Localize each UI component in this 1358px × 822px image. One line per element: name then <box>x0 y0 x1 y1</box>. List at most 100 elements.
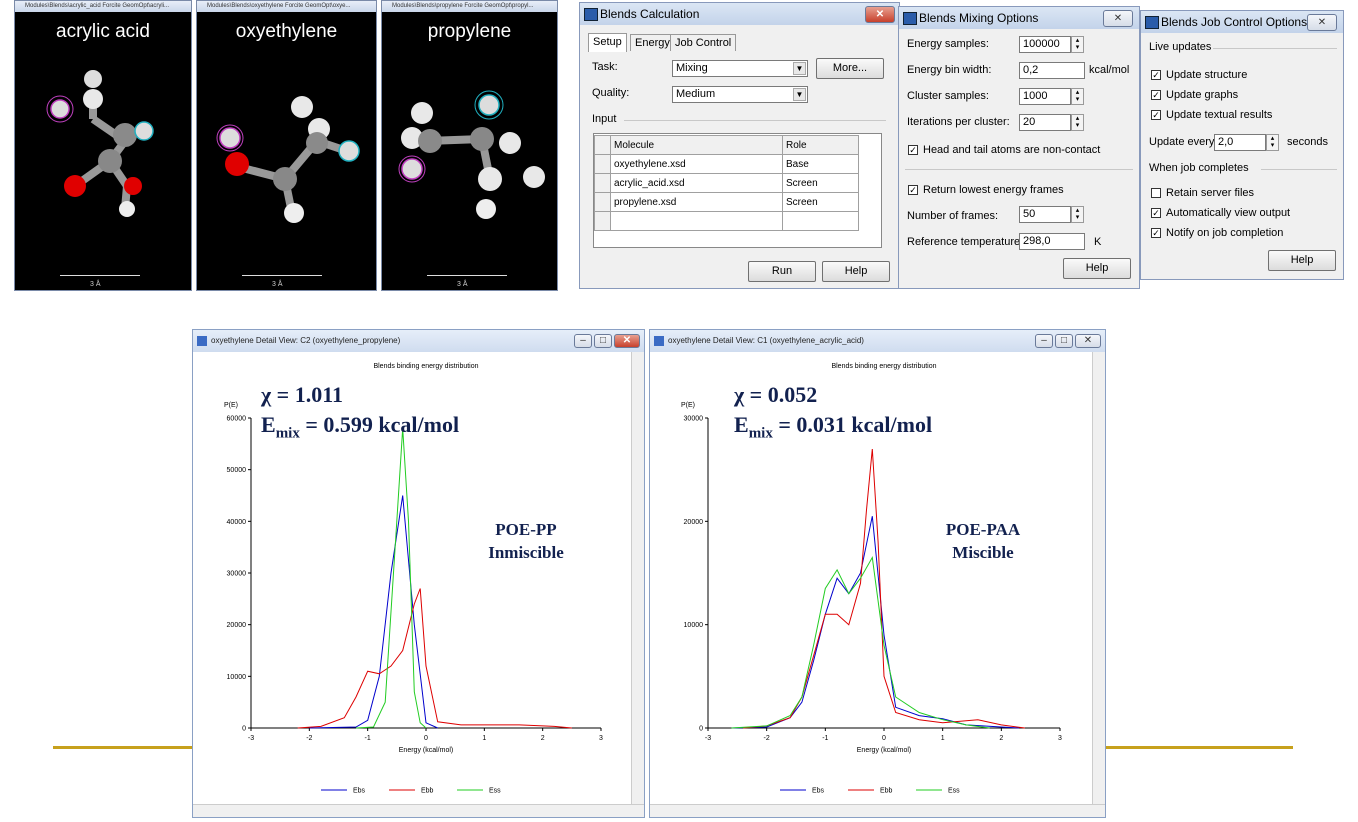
table-row-empty[interactable] <box>594 211 859 231</box>
more-button[interactable]: More... <box>816 58 884 79</box>
energy-distribution-chart[interactable]: Blends binding energy distribution P(E) 0 1… <box>193 352 633 807</box>
scale-bar <box>427 270 507 276</box>
emix-value: Emix = 0.031 kcal/mol <box>734 412 932 442</box>
window-titlebar: oxyethylene Detail View: C2 (oxyethylene… <box>193 330 644 352</box>
run-button[interactable]: Run <box>748 261 816 282</box>
window-title: oxyethylene Detail View: C1 (oxyethylene… <box>668 336 864 345</box>
series-line-ess <box>355 428 427 729</box>
cell-role[interactable]: Screen <box>782 192 859 212</box>
help-button[interactable]: Help <box>1268 250 1336 271</box>
x-tick-label: 3 <box>1058 735 1062 742</box>
viewer-title: Modules\Blends\propylene Forcite GeomOpt… <box>382 1 557 12</box>
y-tick-label: 20000 <box>684 519 704 526</box>
x-tick-label: -2 <box>764 735 770 742</box>
notify-checkbox[interactable]: ✓ <box>1151 228 1161 238</box>
update-structure-checkbox[interactable]: ✓ <box>1151 70 1161 80</box>
molecule-render-oxyethylene <box>216 96 360 223</box>
update-every-spinner[interactable]: ▴ ▾ <box>1266 134 1279 151</box>
minimize-button[interactable]: – <box>1035 334 1053 348</box>
cell-role[interactable]: Screen <box>782 173 859 193</box>
window-titlebar: oxyethylene Detail View: C1 (oxyethylene… <box>650 330 1105 352</box>
auto-view-label: Automatically view output <box>1166 207 1291 219</box>
legend-label-ebs: Ebs <box>812 788 825 795</box>
maximize-button[interactable]: □ <box>1055 334 1073 348</box>
dialog-titlebar: Blends Job Control Options <box>1141 11 1343 33</box>
col-role[interactable]: Role <box>782 135 859 155</box>
help-button[interactable]: Help <box>1063 258 1131 279</box>
y-tick-label: 0 <box>699 726 703 733</box>
x-axis-label: Energy (kcal/mol) <box>399 747 453 754</box>
close-button[interactable]: ✕ <box>614 334 640 348</box>
return-frames-checkbox[interactable]: ✓ <box>908 185 918 195</box>
task-label: Task: <box>592 61 618 73</box>
cell-molecule[interactable]: acrylic_acid.xsd <box>610 173 783 193</box>
close-button[interactable]: ✕ <box>1103 10 1133 27</box>
molecule-viewer-oxyethylene[interactable]: Modules\Blends\oxyethylene Forcite GeomO… <box>196 0 377 291</box>
cell-molecule[interactable]: propylene.xsd <box>610 192 783 212</box>
quality-select[interactable]: Medium ▼ <box>672 86 808 103</box>
y-tick-label: 10000 <box>227 674 247 681</box>
iterations-spinner[interactable]: ▴ ▾ <box>1071 114 1084 131</box>
dialog-titlebar: Blends Mixing Options <box>899 7 1139 29</box>
notify-label: Notify on job completion <box>1166 227 1284 239</box>
molecule-viewer-propylene[interactable]: Modules\Blends\propylene Forcite GeomOpt… <box>381 0 558 291</box>
series-line-ebb <box>743 448 1025 729</box>
blend-annotation: POE-PAA Miscible <box>918 518 1048 564</box>
table-row[interactable]: propylene.xsd Screen <box>594 192 859 212</box>
table-row[interactable]: oxyethylene.xsd Base <box>594 154 859 174</box>
update-every-input[interactable]: 2,0 <box>1214 134 1266 151</box>
x-tick-label: 0 <box>882 735 886 742</box>
cluster-samples-spinner[interactable]: ▴ ▾ <box>1071 88 1084 105</box>
emix-subscript: mix <box>748 425 773 442</box>
series-line-ebs <box>309 495 438 729</box>
cell-molecule[interactable]: oxyethylene.xsd <box>610 154 783 174</box>
x-tick-label: 0 <box>424 735 428 742</box>
cluster-samples-label: Cluster samples: <box>907 90 989 102</box>
task-select[interactable]: Mixing ▼ <box>672 60 808 77</box>
close-button[interactable]: ✕ <box>1075 334 1101 348</box>
blend-annotation: POE-PP Inmiscible <box>461 518 591 564</box>
series-line-ebb <box>297 588 572 729</box>
update-text-checkbox[interactable]: ✓ <box>1151 110 1161 120</box>
energy-samples-input[interactable]: 100000 <box>1019 36 1071 53</box>
auto-view-checkbox[interactable]: ✓ <box>1151 208 1161 218</box>
iterations-input[interactable]: 20 <box>1019 114 1071 131</box>
bin-width-input[interactable]: 0,2 <box>1019 62 1085 79</box>
retain-files-checkbox[interactable] <box>1151 188 1161 198</box>
head-tail-label: Head and tail atoms are non-contact <box>923 144 1101 156</box>
maximize-button[interactable]: □ <box>594 334 612 348</box>
vertical-scrollbar[interactable] <box>1092 352 1105 805</box>
frames-spinner[interactable]: ▴ ▾ <box>1071 206 1084 223</box>
vertical-scrollbar[interactable] <box>631 352 644 805</box>
emix-symbol: E <box>734 412 749 437</box>
y-tick-label: 50000 <box>227 467 247 474</box>
ref-temp-input[interactable]: 298,0 <box>1019 233 1085 250</box>
tab-setup[interactable]: Setup <box>588 33 627 52</box>
molecule-viewer-acrylic-acid[interactable]: Modules\Blends\acrylic_acid Forcite Geom… <box>14 0 192 291</box>
energy-distribution-chart[interactable]: Blends binding energy distribution P(E) 0 1… <box>650 352 1094 807</box>
annotation-line2: Miscible <box>952 543 1014 562</box>
tab-energy[interactable]: Energy <box>630 34 675 51</box>
decorative-line-right <box>1106 746 1293 749</box>
minimize-button[interactable]: – <box>574 334 592 348</box>
energy-samples-spinner[interactable]: ▴ ▾ <box>1071 36 1084 53</box>
tab-job-control[interactable]: Job Control <box>670 34 737 51</box>
chart-title: Blends binding energy distribution <box>373 363 478 370</box>
horizontal-scrollbar[interactable] <box>650 804 1105 817</box>
head-tail-checkbox[interactable]: ✓ <box>908 145 918 155</box>
close-button[interactable]: ✕ <box>1307 14 1337 31</box>
table-row[interactable]: acrylic_acid.xsd Screen <box>594 173 859 193</box>
help-button[interactable]: Help <box>822 261 890 282</box>
update-graphs-checkbox[interactable]: ✓ <box>1151 90 1161 100</box>
bin-width-unit: kcal/mol <box>1089 64 1130 76</box>
close-button[interactable]: ✕ <box>865 6 895 23</box>
x-tick-label: 3 <box>599 735 603 742</box>
viewer-title: Modules\Blends\acrylic_acid Forcite Geom… <box>15 1 191 12</box>
x-tick-label: -2 <box>306 735 312 742</box>
horizontal-scrollbar[interactable] <box>193 804 644 817</box>
frames-input[interactable]: 50 <box>1019 206 1071 223</box>
cluster-samples-input[interactable]: 1000 <box>1019 88 1071 105</box>
app-icon <box>1145 16 1159 29</box>
cell-role[interactable]: Base <box>782 154 859 174</box>
col-molecule[interactable]: Molecule <box>610 135 783 155</box>
